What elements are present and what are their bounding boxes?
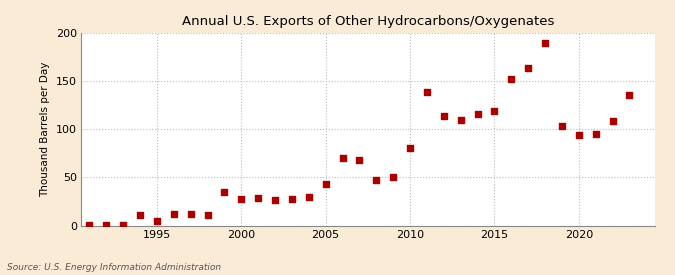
Point: [608, 118, 618, 123]
Point: [439, 114, 450, 118]
Point: [303, 194, 314, 199]
Point: [320, 182, 331, 186]
Point: [371, 178, 382, 183]
Text: Source: U.S. Energy Information Administration: Source: U.S. Energy Information Administ…: [7, 263, 221, 272]
Point: [506, 77, 517, 81]
Point: [269, 197, 281, 202]
Point: [387, 175, 398, 180]
Point: [489, 109, 500, 113]
Point: [421, 89, 432, 94]
Point: [134, 213, 146, 217]
Point: [540, 40, 551, 45]
Point: [117, 222, 128, 227]
Point: [556, 124, 567, 128]
Point: [219, 190, 230, 194]
Point: [84, 222, 95, 227]
Point: [252, 195, 263, 200]
Point: [590, 132, 601, 136]
Point: [236, 196, 247, 201]
Point: [337, 156, 348, 160]
Title: Annual U.S. Exports of Other Hydrocarbons/Oxygenates: Annual U.S. Exports of Other Hydrocarbon…: [182, 15, 554, 28]
Point: [354, 158, 364, 162]
Point: [455, 117, 466, 122]
Point: [404, 145, 415, 150]
Point: [286, 196, 297, 201]
Point: [169, 212, 180, 216]
Y-axis label: Thousand Barrels per Day: Thousand Barrels per Day: [40, 62, 50, 197]
Point: [573, 133, 584, 137]
Point: [624, 92, 634, 97]
Point: [472, 112, 483, 116]
Point: [151, 218, 162, 223]
Point: [185, 212, 196, 216]
Point: [202, 213, 213, 217]
Point: [522, 65, 533, 70]
Point: [101, 222, 112, 227]
